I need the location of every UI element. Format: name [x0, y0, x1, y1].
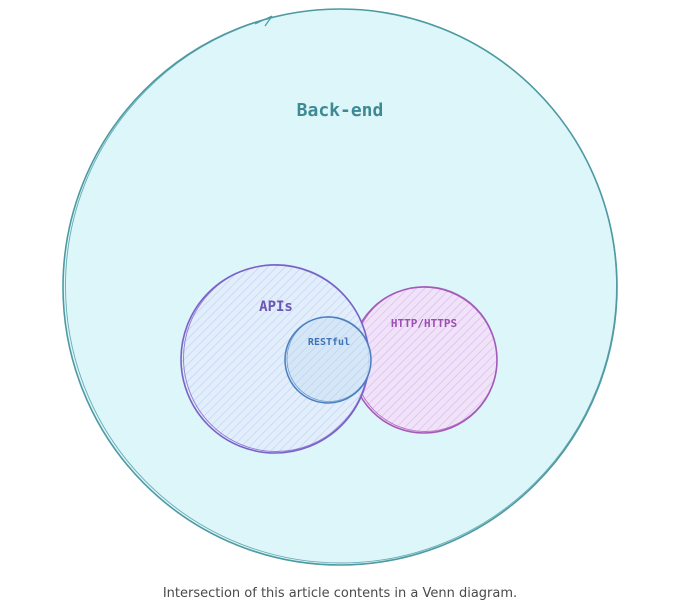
backend-circle [62, 8, 618, 566]
backend-label: Back-end [297, 100, 384, 121]
restful-circle [284, 316, 372, 404]
figure-caption: Intersection of this article contents in… [162, 586, 518, 601]
http-label: HTTP/HTTPS [391, 317, 457, 330]
http-circle [350, 286, 498, 434]
apis-circle [180, 264, 370, 454]
apis-label: APIs [259, 299, 293, 315]
venn-diagram: Back-end APIs RESTful HTTP/HTTPS [62, 8, 618, 566]
restful-label: RESTful [308, 337, 350, 348]
